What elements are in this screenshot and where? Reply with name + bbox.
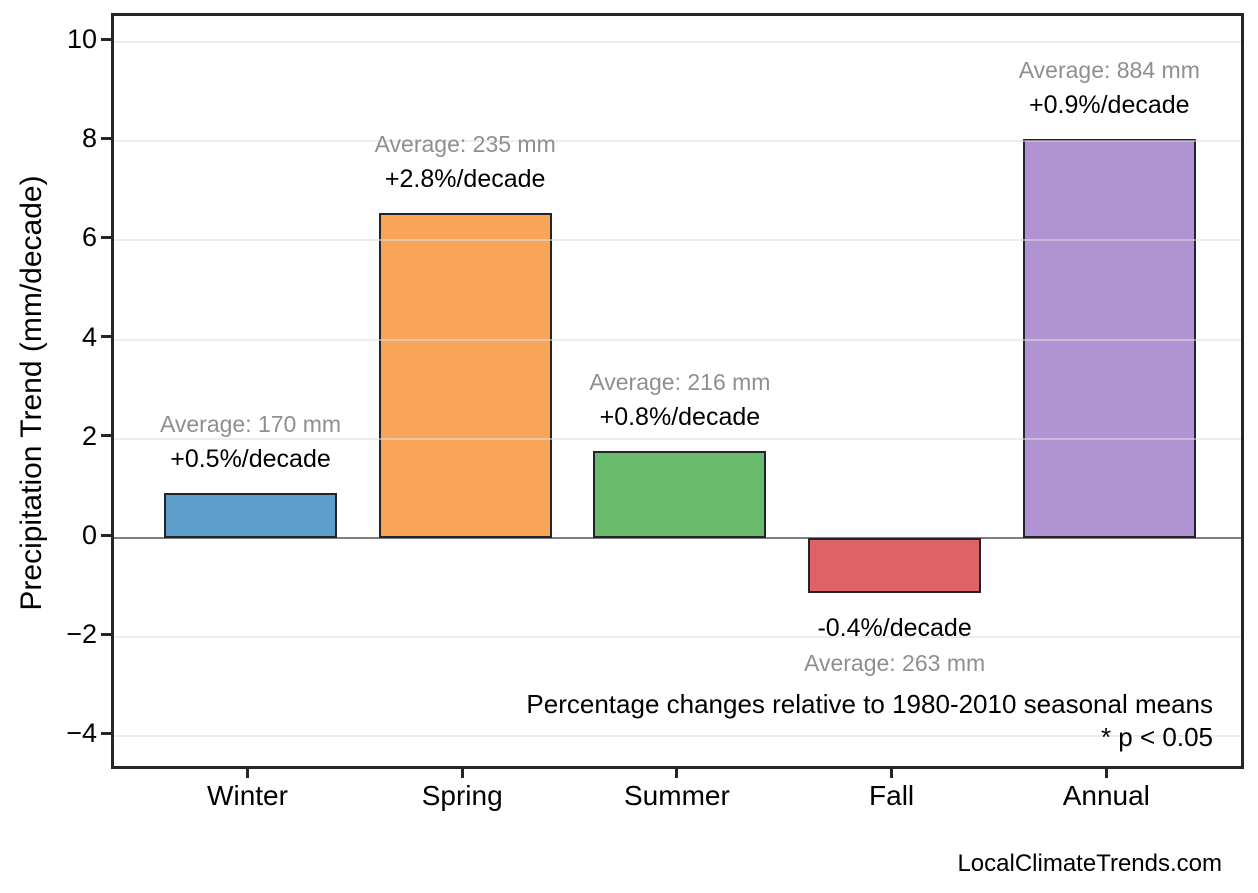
- y-tick-label: 6: [81, 222, 97, 253]
- x-tick-mark: [246, 769, 249, 778]
- annotation-average: Average: 216 mm: [589, 369, 771, 396]
- y-tick-label: −4: [66, 718, 97, 749]
- x-tick-label-summer: Summer: [623, 780, 730, 811]
- x-tick-label-winter: Winter: [207, 780, 288, 811]
- annotation-annual: Average: 884 mm +0.9%/decade: [1019, 53, 1200, 123]
- y-tick-mark: [101, 136, 111, 140]
- annotation-spring: Average: 235 mm +2.8%/decade: [375, 127, 556, 197]
- gridline: [114, 41, 1241, 43]
- gridline: [114, 140, 1241, 143]
- watermark: LocalClimateTrends.com: [957, 850, 1222, 877]
- annotation-trend: +0.8%/decade: [599, 403, 761, 432]
- gridline: [114, 437, 1241, 440]
- y-tick-label: 10: [66, 24, 97, 54]
- x-tick-label-spring: Spring: [421, 780, 503, 811]
- x-tick-mark: [890, 769, 894, 778]
- footnote: Percentage changes relative to 1980-2010…: [526, 688, 1213, 754]
- gridline: [114, 239, 1241, 242]
- y-tick-mark: [101, 434, 111, 438]
- annotation-winter: Average: 170 mm +0.5%/decade: [160, 407, 341, 477]
- annotation-trend: +2.8%/decade: [384, 165, 546, 194]
- annotation-average: Average: 263 mm: [804, 649, 986, 676]
- zero-line: [114, 537, 1241, 539]
- footnote-line2: * p < 0.05: [1100, 722, 1213, 752]
- annotation-average: Average: 235 mm: [374, 131, 556, 158]
- footnote-line1: Percentage changes relative to 1980-2010…: [526, 689, 1213, 719]
- gridline: [114, 636, 1241, 639]
- y-tick-mark: [101, 731, 111, 735]
- y-tick-label: 0: [81, 520, 97, 550]
- gridline: [114, 735, 1241, 738]
- y-tick-label: 8: [81, 123, 97, 154]
- annotation-fall: -0.4%/decade Average: 263 mm: [804, 611, 985, 681]
- y-tick-mark: [101, 335, 111, 339]
- bar-spring: [378, 213, 552, 538]
- y-tick-mark: [101, 37, 111, 41]
- x-tick-label-fall: Fall: [869, 780, 915, 811]
- x-tick-mark: [675, 769, 679, 778]
- annotation-average: Average: 884 mm: [1018, 56, 1200, 83]
- annotation-trend: +0.9%/decade: [1029, 90, 1190, 119]
- annotation-trend: +0.5%/decade: [170, 445, 331, 474]
- annotation-average: Average: 170 mm: [159, 411, 342, 438]
- bar-annual: [1022, 138, 1196, 538]
- gridline: [114, 338, 1241, 341]
- x-tick-label-annual: Annual: [1062, 780, 1150, 811]
- y-tick-mark: [101, 632, 111, 636]
- annotation-trend: -0.4%/decade: [817, 613, 972, 642]
- bar-winter: [164, 493, 337, 538]
- x-tick-mark: [1104, 769, 1108, 778]
- bar-fall: [808, 538, 982, 593]
- bar-summer: [593, 451, 767, 538]
- y-tick-label: 2: [81, 420, 97, 451]
- y-tick-label: 4: [81, 321, 97, 352]
- x-tick-mark: [460, 769, 464, 778]
- plot-area: Average: 170 mm +0.5%/decade Average: 235 …: [111, 13, 1244, 769]
- y-tick-mark: [101, 235, 111, 239]
- annotation-summer: Average: 216 mm +0.8%/decade: [589, 365, 770, 435]
- y-tick-mark: [101, 533, 111, 537]
- y-tick-label: −2: [66, 619, 97, 650]
